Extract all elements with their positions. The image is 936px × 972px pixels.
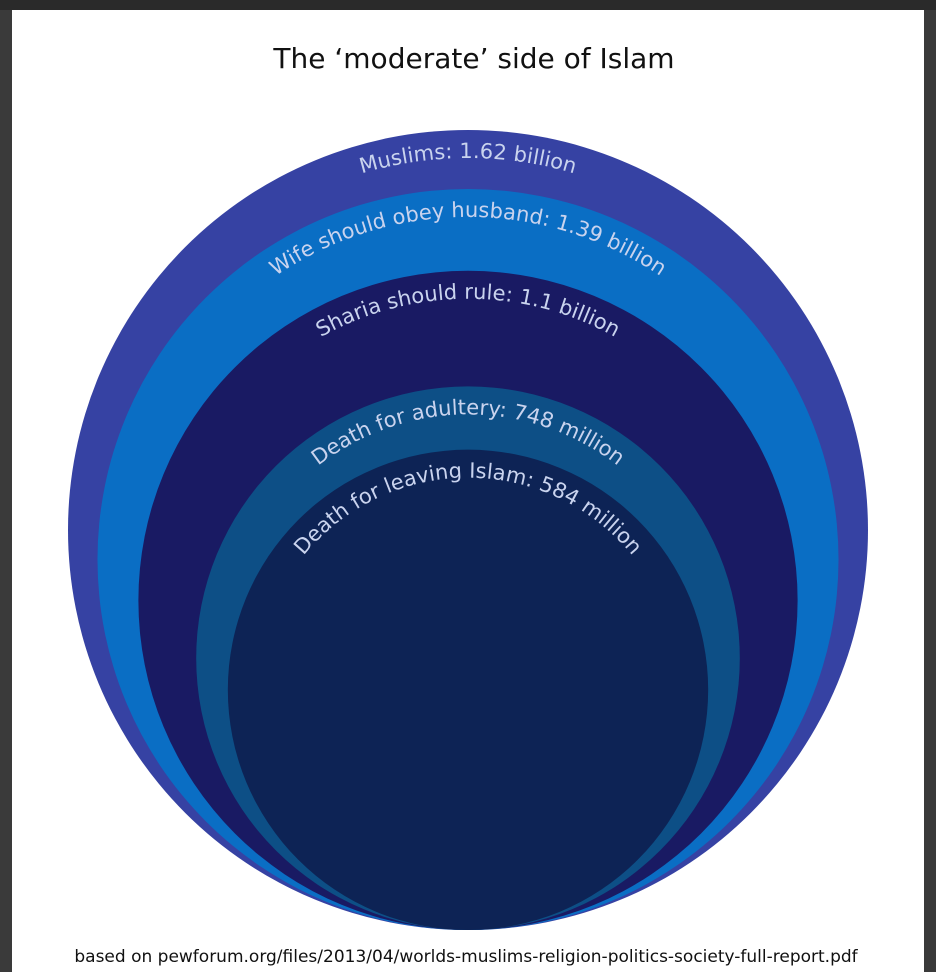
circles-group bbox=[68, 130, 868, 930]
source-note: based on pewforum.org/files/2013/04/worl… bbox=[74, 947, 858, 967]
circle-4 bbox=[227, 449, 709, 930]
chart-title: The ‘moderate’ side of Islam bbox=[272, 42, 674, 75]
